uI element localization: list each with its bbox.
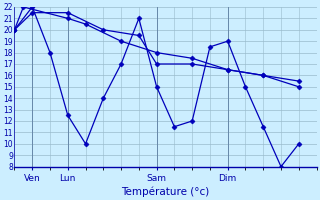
X-axis label: Température (°c): Température (°c) bbox=[121, 186, 210, 197]
